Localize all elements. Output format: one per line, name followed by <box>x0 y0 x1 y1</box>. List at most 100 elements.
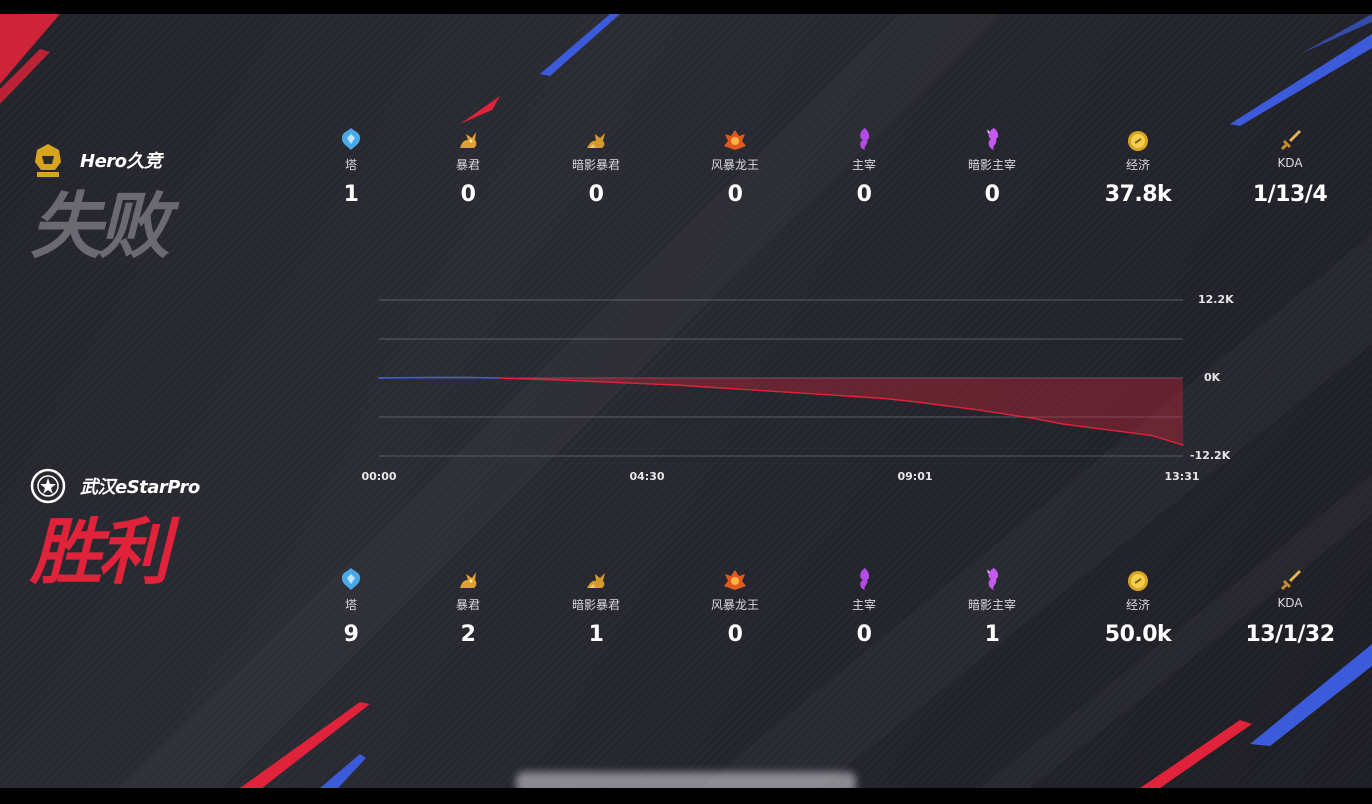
stat-label: 暴君 <box>455 158 480 172</box>
stat-label: 塔 <box>344 598 357 612</box>
data-point <box>378 377 380 379</box>
bottom-stat-2: 暗影暴君 1 <box>536 564 656 647</box>
stat-value: 1 <box>343 182 359 207</box>
overlord-icon <box>804 564 924 592</box>
data-point <box>437 376 440 379</box>
stat-label: 风暴龙王 <box>710 598 759 612</box>
stat-value: 9 <box>343 622 359 647</box>
data-point <box>645 382 648 385</box>
top-stat-5: 暗影主宰 0 <box>932 124 1052 207</box>
stat-value: 37.8k <box>1104 182 1172 207</box>
data-point <box>556 379 559 381</box>
team-bottom-stats: 塔 9 暴君 2 暗影暴君 1 风暴龙王 0 主宰 0 暗影主宰 1 经济 50.0k KDA 13/1/32 <box>300 564 1340 664</box>
gold-difference-chart: 12.2K 0K -12.2K 00:00 04:30 09:01 13:31 <box>360 282 1240 492</box>
stat-value: 50.0k <box>1104 622 1172 647</box>
data-point <box>526 378 529 380</box>
data-point <box>853 395 856 398</box>
data-point <box>943 404 945 407</box>
data-point <box>407 376 410 379</box>
data-point <box>883 397 886 400</box>
gold-diff-line <box>378 376 1184 446</box>
stat-value: 0 <box>984 182 1000 207</box>
shadow-overlord-icon <box>932 124 1052 152</box>
data-point <box>824 393 826 396</box>
team-bottom-panel: 武汉eStarPro 胜利 <box>30 468 200 588</box>
x-tick-label: 00:00 <box>361 470 397 483</box>
data-point <box>764 389 767 392</box>
shadow-overlord-icon <box>932 564 1052 592</box>
stat-label: 风暴龙王 <box>710 158 759 172</box>
bottom-stat-1: 暴君 2 <box>408 564 528 647</box>
y-tick-label: 0K <box>1204 371 1221 384</box>
stat-value: 1 <box>984 622 1000 647</box>
team-bottom-name: 武汉eStarPro <box>80 477 200 498</box>
data-point <box>497 377 499 379</box>
top-stat-6: 经济 37.8k <box>1078 124 1198 207</box>
stat-value: 1 <box>588 622 604 647</box>
gold-coin-icon <box>1078 564 1198 592</box>
estar-badge-icon <box>30 468 66 504</box>
tyrant-icon <box>408 124 528 152</box>
stat-label: 暗影主宰 <box>967 158 1016 172</box>
stat-label: 暴君 <box>455 598 480 612</box>
x-tick-label: 04:30 <box>629 470 665 483</box>
data-point <box>705 386 707 388</box>
bottom-stat-4: 主宰 0 <box>804 564 924 647</box>
tower-icon <box>291 564 411 592</box>
tower-icon <box>291 124 411 152</box>
stat-label: 暗影暴君 <box>571 598 620 612</box>
team-top-result: 失败 <box>30 184 170 268</box>
stat-value: 1/13/4 <box>1252 182 1328 207</box>
stat-label: 暗影主宰 <box>967 598 1016 612</box>
stat-value: 0 <box>588 182 604 207</box>
stat-value: 0 <box>856 182 872 207</box>
stat-label: 暗影暴君 <box>571 158 620 172</box>
storm-dragon-icon <box>675 564 795 592</box>
data-point <box>972 408 975 411</box>
sword-icon <box>1230 564 1350 592</box>
stat-value: 0 <box>727 622 743 647</box>
data-point <box>794 391 797 394</box>
top-stat-2: 暗影暴君 0 <box>536 124 656 207</box>
data-point <box>913 400 916 403</box>
stat-label: 主宰 <box>851 598 876 612</box>
team-top-stats: 塔 1 暴君 0 暗影暴君 0 风暴龙王 0 主宰 0 暗影主宰 0 经济 37.8k KDA 1/13/4 <box>300 124 1340 224</box>
stat-label: 经济 <box>1125 598 1150 612</box>
top-stat-4: 主宰 0 <box>804 124 924 207</box>
data-point <box>735 388 737 390</box>
bottom-stat-6: 经济 50.0k <box>1078 564 1198 647</box>
data-point <box>1002 413 1005 415</box>
gold-difference-plot <box>378 299 1184 457</box>
storm-dragon-icon <box>675 124 795 152</box>
sword-icon <box>1230 124 1350 152</box>
top-stat-1: 暴君 0 <box>408 124 528 207</box>
team-top-panel: Hero久竞 失败 <box>30 142 170 268</box>
shadow-tyrant-icon <box>536 124 656 152</box>
y-tick-label: -12.2K <box>1190 449 1231 462</box>
x-tick-label: 13:31 <box>1164 470 1200 483</box>
hero-helmet-icon <box>30 142 66 178</box>
data-point <box>1032 417 1034 420</box>
stat-value: 13/1/32 <box>1245 622 1335 647</box>
y-tick-label: 12.2K <box>1198 293 1234 306</box>
overlord-icon <box>804 124 924 152</box>
stat-value: 0 <box>460 182 476 207</box>
stat-label: KDA <box>1277 596 1303 610</box>
top-stat-3: 风暴龙王 0 <box>675 124 795 207</box>
stat-value: 0 <box>856 622 872 647</box>
data-point <box>1182 444 1184 446</box>
bottom-stat-7: KDA 13/1/32 <box>1230 564 1350 647</box>
shadow-tyrant-icon <box>536 564 656 592</box>
tyrant-icon <box>408 564 528 592</box>
data-point <box>616 381 618 384</box>
data-point <box>675 384 678 386</box>
data-point <box>467 376 470 379</box>
results-screen: Hero久竞 失败 武汉eStarPro 胜利 塔 1 暴君 0 暗影暴君 0 风暴龙王 0 主… <box>0 14 1372 788</box>
data-point <box>1091 427 1094 429</box>
team-bottom-result: 胜利 <box>30 510 170 594</box>
stat-label: 塔 <box>344 158 357 172</box>
stat-value: 0 <box>727 182 743 207</box>
stat-label: KDA <box>1277 156 1303 170</box>
